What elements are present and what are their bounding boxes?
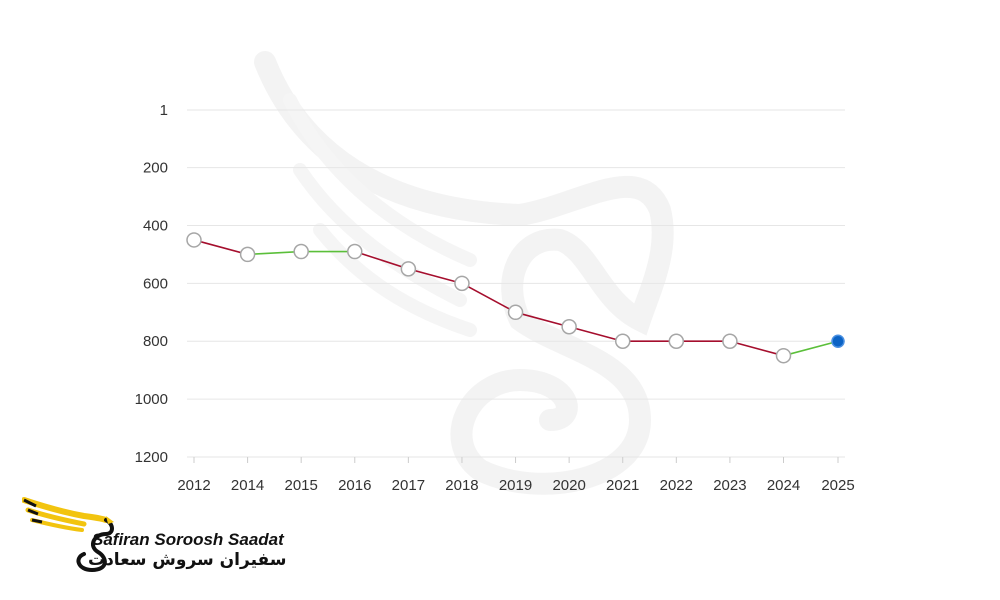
data-point[interactable] (186, 232, 202, 248)
y-tick-label: 200 (143, 160, 168, 177)
series-segment (568, 325, 623, 343)
x-tick-label: 2017 (392, 477, 425, 494)
series-segment (729, 340, 784, 357)
series-segment (193, 239, 248, 256)
series-segment (354, 250, 409, 270)
x-axis-ticks: 2012 2014 2015 2016 2017 2018 2019 2020 2021 2022… (177, 457, 855, 494)
x-tick-label: 2023 (713, 477, 746, 494)
data-point[interactable] (668, 333, 685, 349)
x-tick-label: 2021 (606, 477, 639, 494)
data-point[interactable] (561, 319, 577, 335)
data-point[interactable] (293, 243, 309, 260)
data-point-latest[interactable] (831, 334, 845, 348)
y-tick-label: 800 (143, 333, 168, 350)
series-line (193, 239, 839, 357)
data-point[interactable] (347, 243, 363, 260)
data-point[interactable] (239, 246, 256, 263)
x-tick-label: 2024 (767, 477, 800, 494)
brand-bird-icon (22, 497, 114, 573)
x-tick-label: 2012 (177, 477, 210, 494)
x-tick-label: 2025 (821, 477, 854, 494)
x-tick-label: 2014 (231, 477, 264, 494)
x-tick-label: 2019 (499, 477, 532, 494)
data-point[interactable] (614, 333, 631, 349)
brand-logo: Safiran Soroosh Saadat سفیران سروش سعادت (22, 494, 292, 578)
x-tick-label: 2018 (445, 477, 478, 494)
data-point[interactable] (454, 275, 470, 292)
data-point[interactable] (400, 261, 417, 277)
x-tick-label: 2022 (660, 477, 693, 494)
y-tick-label: 600 (143, 275, 168, 292)
x-tick-label: 2015 (284, 477, 317, 494)
grid (187, 109, 845, 458)
y-tick-label: 1 (160, 102, 168, 119)
series-segment (783, 340, 839, 357)
data-point[interactable] (722, 333, 738, 349)
series-segment (247, 250, 302, 256)
data-point[interactable] (775, 347, 792, 364)
watermark-bird-icon (254, 51, 674, 495)
y-tick-label: 400 (143, 217, 168, 234)
brand-name-latin: Safiran Soroosh Saadat (92, 530, 284, 549)
series-segment (461, 282, 516, 313)
series-points (186, 232, 845, 364)
series-segment (515, 311, 570, 328)
y-tick-label: 1200 (135, 449, 168, 466)
x-tick-label: 2020 (552, 477, 585, 494)
x-tick-label: 2016 (338, 477, 371, 494)
series-segment (408, 268, 463, 285)
y-tick-label: 1000 (135, 391, 168, 408)
data-point[interactable] (507, 304, 524, 321)
brand-name-persian: سفیران سروش سعادت (88, 550, 287, 570)
